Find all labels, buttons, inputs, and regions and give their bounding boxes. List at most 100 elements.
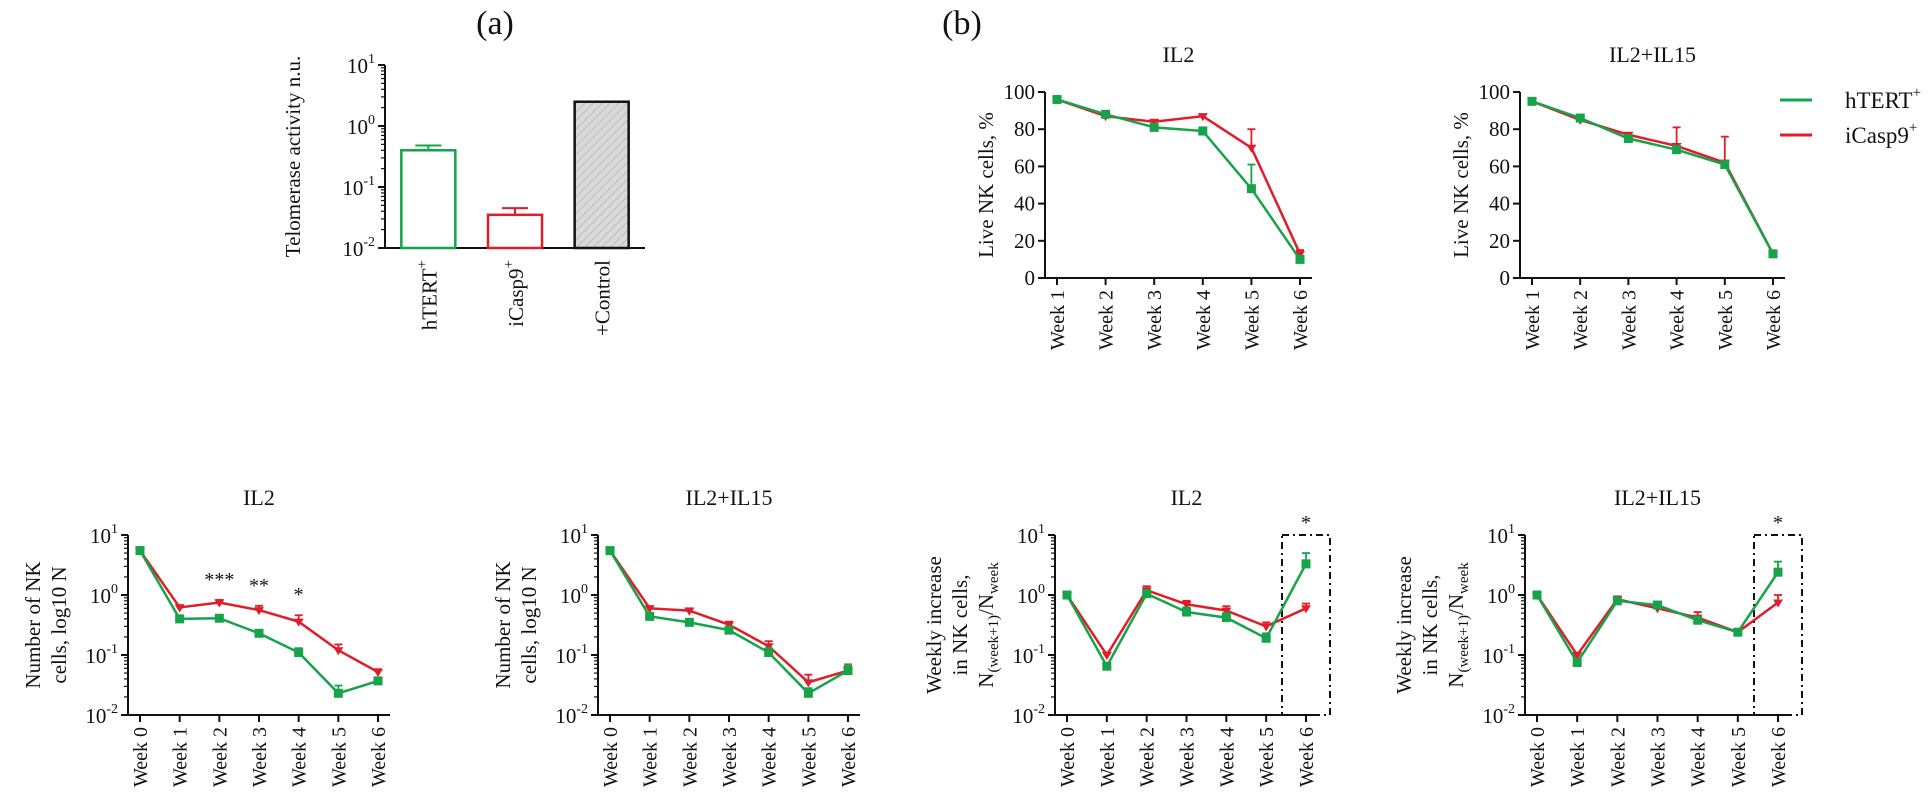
live_il2-ytick-label: 80 <box>1014 117 1035 141</box>
weekly_il15-point <box>1693 615 1703 625</box>
weekly_il2-point <box>1102 661 1112 671</box>
telomerase-xtick-label: +Control <box>591 260 615 336</box>
chart-live-il15: 0 20 40 60 80 100 Week 1 Week 2 Week 3 Week 4 Week… <box>1449 42 1785 350</box>
telomerase-bar <box>400 149 457 250</box>
weekly_il15-ylabel: Weekly increase <box>1392 556 1416 694</box>
number_il2-ytick-label: 101 <box>90 522 118 548</box>
number_il2-point <box>214 613 224 623</box>
number_il15-title: IL2+IL15 <box>686 485 773 510</box>
telomerase-bar <box>486 213 544 250</box>
number_il2-ytick-label: 100 <box>90 582 118 608</box>
number_il2-xtick-label: Week 0 <box>130 727 152 787</box>
weekly_il15-xtick-label: Week 0 <box>1527 727 1549 787</box>
number_il2-annotation: ** <box>249 575 269 597</box>
weekly_il15-xtick-label: Week 1 <box>1567 727 1589 787</box>
chart-weekly-il15: 10-2 10-1 100 101 Week 0 Week 1 Week 2 Week 3 We… <box>1392 485 1803 787</box>
number_il15-xtick-label: Week 4 <box>759 727 781 787</box>
telomerase-ylabel: Telomerase activity n.u. <box>281 56 305 257</box>
weekly_il15-title: IL2+IL15 <box>1614 485 1701 510</box>
chart-number-il15: 10-2 10-1 100 101 Week 0 Week 1 Week 2 Week 3 We… <box>491 485 860 787</box>
live_il15-ytick-label: 0 <box>1500 266 1511 290</box>
live_il15-ylabel: Live NK cells, % <box>1449 112 1473 258</box>
number_il15-xtick-label: Week 0 <box>600 727 622 787</box>
number_il15-xtick-label: Week 3 <box>719 727 741 787</box>
live_il15-ytick-label: 40 <box>1489 192 1510 216</box>
weekly_il2-xtick-label: Week 3 <box>1177 727 1199 787</box>
weekly_il2-ylabel: Weekly increase <box>922 556 946 694</box>
weekly_il2-xtick-label: Week 4 <box>1216 727 1238 787</box>
number_il15-ytick-label: 10-1 <box>555 642 588 668</box>
live_il2-ytick-label: 60 <box>1014 154 1035 178</box>
number_il15-point <box>843 666 853 676</box>
live_il2-title: IL2 <box>1163 42 1195 67</box>
number_il15-point <box>803 688 813 698</box>
number_il2-ylabel: cells, log10 N <box>47 566 71 683</box>
live_il15-point <box>1623 134 1633 143</box>
live_il15-ytick-label: 100 <box>1479 80 1511 104</box>
number_il2-point <box>175 614 185 624</box>
number_il2-point <box>294 648 304 658</box>
live_il2-series-line <box>1056 98 1302 261</box>
live_il2-xtick-label: Week 1 <box>1047 290 1069 350</box>
live_il2-xtick-label: Week 5 <box>1241 290 1263 350</box>
live_il2-xtick-label: Week 2 <box>1096 290 1118 350</box>
number_il15-point <box>605 546 615 556</box>
chart-live-il2: 0 20 40 60 80 100 Week 1 Week 2 Week 3 Week 4 Week… <box>974 42 1312 350</box>
weekly_il2-ytick-label: 101 <box>1017 522 1045 548</box>
number_il2-point <box>174 604 185 613</box>
weekly_il15-ytick-label: 101 <box>1487 522 1515 548</box>
live_il2-xtick-label: Week 6 <box>1290 290 1312 350</box>
number_il2-point <box>373 676 383 686</box>
number_il15-ylabel: cells, log10 N <box>517 566 541 683</box>
telomerase-ytick-label: 100 <box>347 113 375 139</box>
number_il2-point <box>293 618 304 627</box>
weekly_il2-ytick-label: 10-1 <box>1012 642 1045 668</box>
weekly_il15-xtick-label: Week 6 <box>1768 727 1790 787</box>
live_il15-point <box>1672 145 1682 155</box>
number_il15-point <box>764 648 774 658</box>
number_il2-point <box>333 647 344 656</box>
number_il2-point <box>214 599 225 608</box>
number_il15-ytick-label: 10-2 <box>555 702 588 728</box>
weekly_il2-point <box>1101 652 1112 660</box>
weekly_il2-point <box>1142 589 1152 599</box>
weekly_il2-point <box>1181 601 1192 610</box>
live_il15-xtick-label: Week 2 <box>1570 290 1592 350</box>
number_il15-ylabel: Number of NK <box>491 561 515 688</box>
weekly_il2-point <box>1221 613 1231 623</box>
live_il2-ylabel: Live NK cells, % <box>974 112 998 258</box>
live_il2-point <box>1246 184 1256 194</box>
live_il2-ytick-label: 40 <box>1014 192 1035 216</box>
panel-label-b: (b) <box>942 5 982 42</box>
number_il15-point <box>803 679 814 688</box>
legend-label-hTERT: hTERT+ <box>1845 85 1921 113</box>
live_il15-title: IL2+IL15 <box>1609 42 1696 67</box>
live_il2-point <box>1149 122 1159 132</box>
live_il2-point <box>1295 254 1305 264</box>
number_il15-xtick-label: Week 6 <box>838 727 860 787</box>
live_il2-ytick-label: 0 <box>1025 266 1036 290</box>
live_il2-series-line <box>1056 98 1302 255</box>
number_il2-point <box>135 546 145 556</box>
live_il2-point <box>1197 113 1208 122</box>
number_il15-point <box>724 625 734 635</box>
chart-telomerase: 10-2 10-1 100 101 hTERT+ iCasp9+ +Control Telom… <box>281 52 645 336</box>
legend-label-iCasp9: iCasp9+ <box>1845 120 1917 148</box>
weekly_il2-point <box>1301 559 1311 569</box>
weekly_il15-annotation: * <box>1773 512 1783 534</box>
weekly_il15-ytick-label: 100 <box>1487 582 1515 608</box>
number_il2-point <box>254 628 264 638</box>
weekly_il2-xtick-label: Week 0 <box>1057 727 1079 787</box>
weekly_il15-point <box>1733 627 1743 637</box>
live_il15-point <box>1575 113 1585 123</box>
weekly_il15-xtick-label: Week 2 <box>1607 727 1629 787</box>
number_il2-xtick-label: Week 4 <box>289 727 311 787</box>
legend: hTERT+ iCasp9+ <box>1780 85 1921 148</box>
weekly_il2-ylabel: in NK cells, <box>948 575 972 676</box>
live_il2-ytick-label: 100 <box>1004 80 1036 104</box>
live_il2-point <box>1101 109 1111 119</box>
live_il15-series-line <box>1531 100 1775 255</box>
number_il15-point <box>684 617 694 627</box>
weekly_il2-ytick-label: 10-2 <box>1012 702 1045 728</box>
telomerase-bar <box>573 100 630 250</box>
